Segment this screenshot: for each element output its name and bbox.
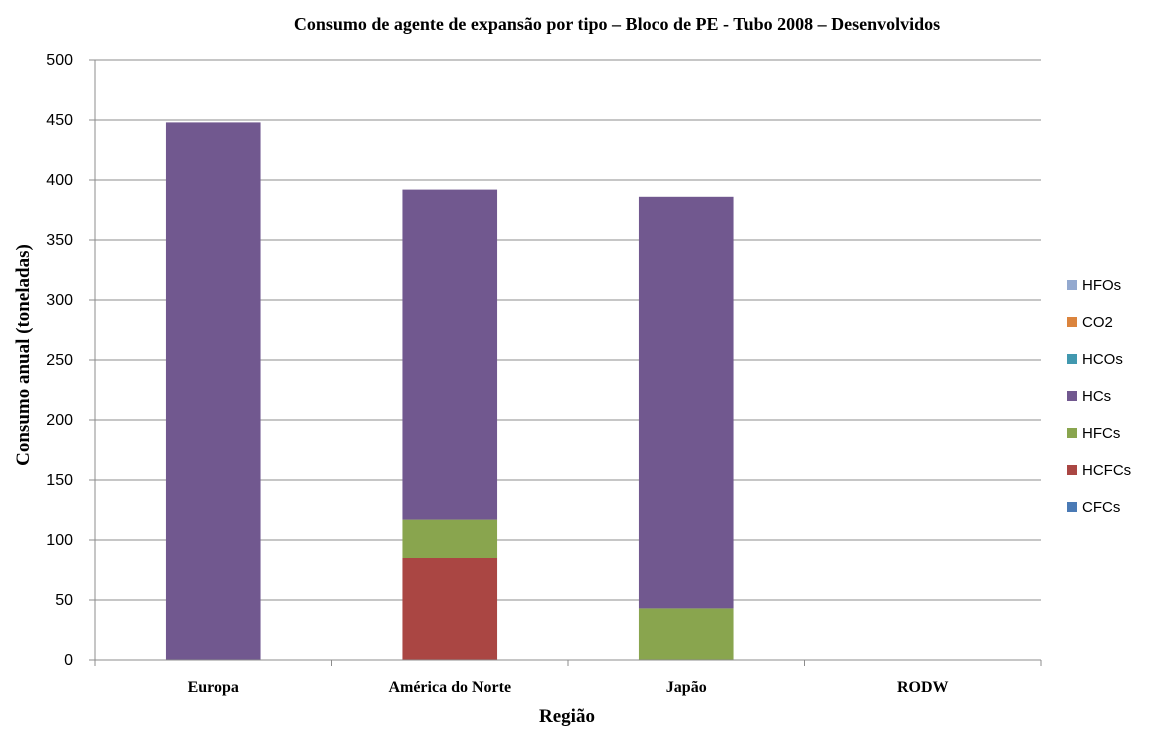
y-tick-label: 500	[46, 52, 73, 69]
legend: HFOs CO2 HCOs HCs HFCs HCFCs CFCs	[1067, 277, 1131, 516]
legend-swatch	[1067, 317, 1077, 327]
bar-segment	[638, 608, 734, 660]
legend-swatch	[1067, 502, 1077, 512]
legend-label: HFOs	[1082, 277, 1121, 294]
legend-swatch	[1067, 465, 1077, 475]
legend-swatch	[1067, 354, 1077, 364]
y-tick-label: 100	[46, 532, 73, 549]
chart-title: Consumo de agente de expansão por tipo –…	[294, 14, 940, 34]
y-tick-label: 300	[46, 292, 73, 309]
y-tick-label: 0	[64, 652, 73, 669]
legend-label: HCFCs	[1082, 462, 1131, 479]
legend-swatch	[1067, 280, 1077, 290]
x-tick-labels: Europa América do Norte Japão RODW	[188, 679, 949, 696]
bar-segment	[402, 558, 498, 660]
y-tick-label: 50	[55, 592, 73, 609]
legend-label: CFCs	[1082, 499, 1120, 516]
x-tick-label: RODW	[897, 679, 949, 696]
y-tick-label: 200	[46, 412, 73, 429]
bars	[165, 122, 734, 660]
y-axis-label: Consumo anual (toneladas)	[13, 244, 34, 466]
legend-swatch	[1067, 391, 1077, 401]
bar-segment	[638, 196, 734, 609]
legend-label: CO2	[1082, 314, 1113, 331]
legend-label: HFCs	[1082, 425, 1120, 442]
y-tick-label: 450	[46, 112, 73, 129]
y-tick-label: 350	[46, 232, 73, 249]
bar-segment	[402, 519, 498, 558]
legend-label: HCOs	[1082, 351, 1123, 368]
axes	[94, 60, 1042, 666]
x-tick-label: Europa	[188, 679, 239, 696]
y-tick-label: 250	[46, 352, 73, 369]
x-tick-label: América do Norte	[388, 679, 511, 696]
bar-segment	[402, 189, 498, 520]
legend-swatch	[1067, 428, 1077, 438]
y-tick-label: 400	[46, 172, 73, 189]
x-tick-label: Japão	[666, 679, 707, 696]
x-axis-label: Região	[539, 706, 595, 727]
bar-segment	[165, 122, 261, 660]
legend-label: HCs	[1082, 388, 1111, 405]
y-tick-labels: 0 50 100 150 200 250 300 350 400 450 500	[46, 52, 73, 669]
y-tick-label: 150	[46, 472, 73, 489]
